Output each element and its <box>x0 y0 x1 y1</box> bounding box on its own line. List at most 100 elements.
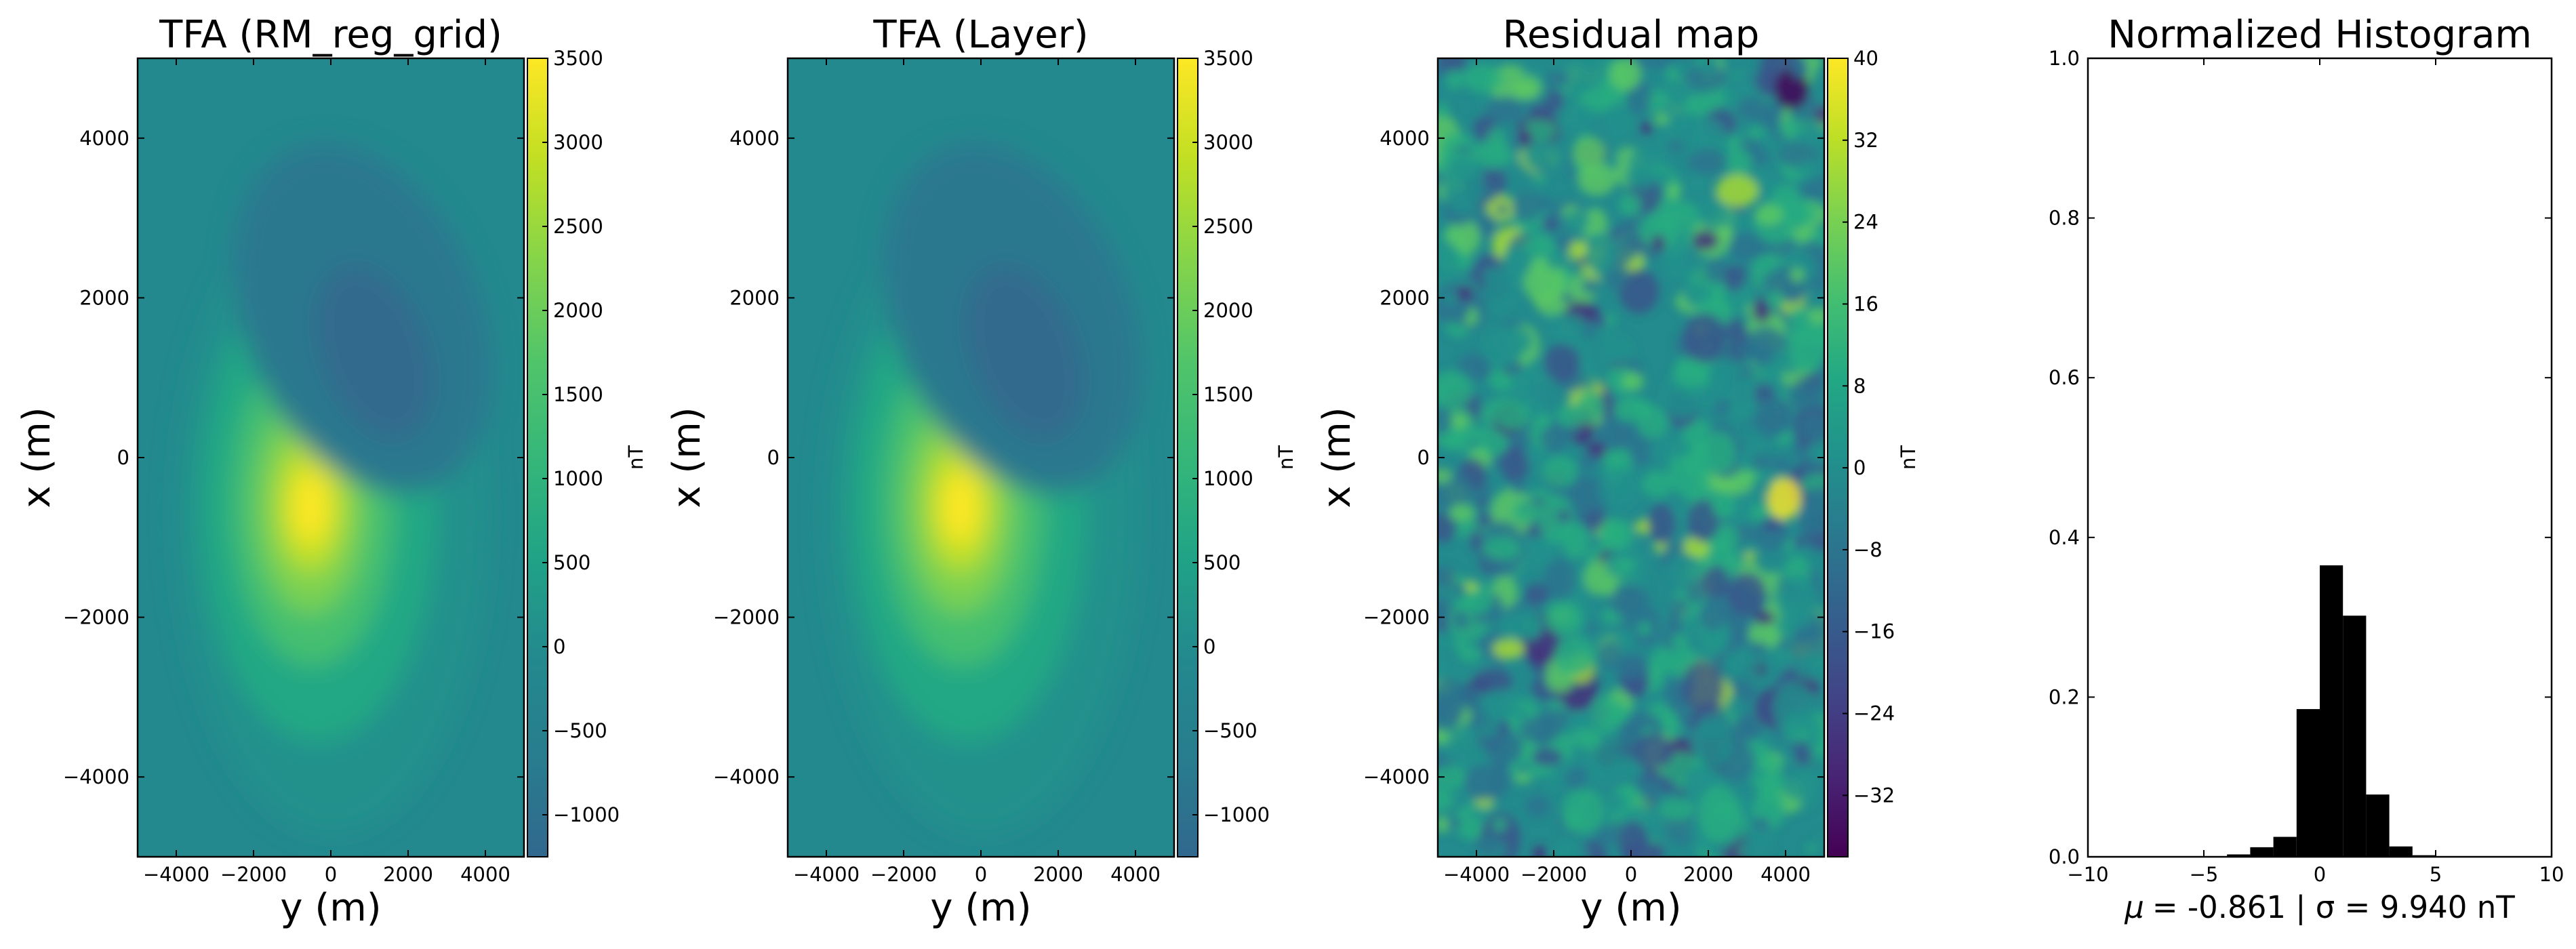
colorbar-tick-label: 2000 <box>553 299 603 322</box>
panel-1-ylabel: x (m) <box>15 407 59 508</box>
x-tick-label: −4000 <box>1443 863 1510 886</box>
panel-3-colorbar <box>1827 58 1849 857</box>
histogram-bars <box>2227 565 2436 857</box>
histogram-bar <box>2366 794 2390 857</box>
colorbar-tick-label: 3500 <box>1203 47 1253 70</box>
histogram-bar <box>2273 836 2297 857</box>
colorbar-tick-label: 24 <box>1853 211 1878 234</box>
x-tick-label: −2000 <box>1521 863 1587 886</box>
panel-1-xlabel: y (m) <box>280 886 381 930</box>
panel-2-colorbar <box>1177 58 1199 857</box>
y-tick-label: 2000 <box>79 286 129 309</box>
panel-2-map <box>788 58 1174 857</box>
y-tick-label: 1.0 <box>2049 47 2080 70</box>
x-tick-label: 0 <box>975 863 987 886</box>
y-tick-label: 0 <box>1417 446 1430 469</box>
x-tick-label: 0 <box>2314 863 2326 886</box>
colorbar-tick-label: −500 <box>553 719 607 742</box>
colorbar-tick-label: 3500 <box>553 47 603 70</box>
panel-tfa-layer: TFA (Layer) −4000 −2000 0 2000 4000 −4000 −20… <box>665 13 1297 930</box>
x-tick-label: 4000 <box>1760 863 1811 886</box>
histogram-stats-text: = -0.861 | σ = 9.940 nT <box>2152 889 2515 925</box>
panel-1-y-ticks: −4000 −2000 0 2000 4000 <box>63 127 524 788</box>
colorbar-tick-label: 1500 <box>1203 383 1253 406</box>
y-tick-label: 4000 <box>729 127 780 150</box>
y-tick-label: 4000 <box>79 127 129 150</box>
colorbar-tick-label: 2500 <box>553 215 603 238</box>
y-tick-label: −4000 <box>713 765 780 788</box>
panel-1-title: TFA (RM_reg_grid) <box>159 13 502 57</box>
colorbar-tick-label: 1000 <box>1203 467 1253 490</box>
colorbar-tick-label: 0 <box>1203 635 1215 658</box>
y-tick-label: −4000 <box>63 765 129 788</box>
x-tick-label: 2000 <box>1683 863 1733 886</box>
colorbar-tick-label: −1000 <box>553 803 620 826</box>
mu-symbol: μ <box>2124 889 2144 925</box>
panel-3-xlabel: y (m) <box>1580 886 1681 930</box>
x-tick-label: −2000 <box>220 863 287 886</box>
panel-3-y-ticks: −4000 −2000 0 2000 4000 <box>1363 127 1824 788</box>
panel-4-y-ticks: 0.0 0.2 0.4 0.6 0.8 1.0 <box>2049 47 2552 868</box>
colorbar-tick-label: 16 <box>1853 292 1878 315</box>
panel-1-map <box>138 58 524 857</box>
y-tick-label: −2000 <box>63 606 129 629</box>
panel-1-colorbar-unit: nT <box>624 445 647 470</box>
y-tick-label: 0 <box>767 446 780 469</box>
colorbar-tick-label: 3000 <box>1203 131 1253 154</box>
y-tick-label: 0.4 <box>2049 526 2080 549</box>
x-tick-label: −4000 <box>143 863 209 886</box>
y-tick-label: −2000 <box>713 606 780 629</box>
panel-normalized-histogram: Normalized Histogram −10 −5 0 5 10 0.0 0.2 0.4… <box>2049 13 2564 925</box>
y-tick-label: 0.8 <box>2049 207 2080 230</box>
histogram-bar <box>2389 846 2413 857</box>
panel-3-ylabel: x (m) <box>1315 407 1359 508</box>
colorbar-tick-label: −1000 <box>1203 803 1270 826</box>
panel-4-title: Normalized Histogram <box>2108 13 2532 57</box>
histogram-bar <box>2343 615 2367 857</box>
colorbar-tick-label: −8 <box>1853 538 1883 561</box>
panel-1-colorbar <box>527 58 548 857</box>
x-tick-label: 5 <box>2430 863 2442 886</box>
x-tick-label: 2000 <box>1033 863 1083 886</box>
colorbar-tick-label: 1500 <box>553 383 603 406</box>
colorbar-tick-label: 2500 <box>1203 215 1253 238</box>
histogram-bar <box>2320 565 2343 857</box>
colorbar-tick-label: −32 <box>1853 784 1895 807</box>
colorbar-tick-label: 500 <box>553 551 590 574</box>
x-tick-label: −5 <box>2190 863 2219 886</box>
x-tick-label: 4000 <box>460 863 510 886</box>
x-tick-label: 0 <box>1625 863 1637 886</box>
panel-3-colorbar-ticks: −32 −24 −16 −8 0 8 16 24 32 40 <box>1843 47 1895 807</box>
panel-2-y-ticks: −4000 −2000 0 2000 4000 <box>713 127 1174 788</box>
histogram-bar <box>2296 709 2320 857</box>
panel-tfa-rm-reg-grid: TFA (RM_reg_grid) −4000 −2000 0 2000 4000 −4… <box>15 13 647 930</box>
panel-2-colorbar-unit: nT <box>1274 445 1297 470</box>
colorbar-tick-label: 8 <box>1853 374 1866 397</box>
y-tick-label: 0 <box>117 446 129 469</box>
histogram-bar <box>2250 847 2274 857</box>
y-tick-label: 2000 <box>1380 286 1430 309</box>
y-tick-label: 0.0 <box>2049 845 2080 868</box>
colorbar-tick-label: 1000 <box>553 467 603 490</box>
x-tick-label: 4000 <box>1110 863 1161 886</box>
panel-3-x-ticks: −4000 −2000 0 2000 4000 <box>1443 58 1811 886</box>
panel-2-xlabel: y (m) <box>930 886 1031 930</box>
panel-2-title: TFA (Layer) <box>872 13 1088 57</box>
panel-3-colorbar-unit: nT <box>1897 445 1920 470</box>
colorbar-tick-label: 0 <box>553 635 565 658</box>
x-tick-label: 0 <box>325 863 337 886</box>
colorbar-tick-label: 32 <box>1853 129 1878 152</box>
colorbar-tick-label: 40 <box>1853 47 1878 70</box>
x-tick-label: −10 <box>2067 863 2108 886</box>
y-tick-label: 0.6 <box>2049 366 2080 389</box>
panel-1-colorbar-ticks: −1000 −500 0 500 1000 1500 2000 2500 3000 3500 <box>542 47 620 826</box>
panel-2-colorbar-ticks: −1000 −500 0 500 1000 1500 2000 2500 3000 3500 <box>1192 47 1270 826</box>
histogram-stats: μ = -0.861 | σ = 9.940 nT <box>2124 889 2515 925</box>
panel-2-ylabel: x (m) <box>665 407 709 508</box>
y-tick-label: 0.2 <box>2049 685 2080 708</box>
colorbar-tick-label: 3000 <box>553 131 603 154</box>
colorbar-tick-label: 500 <box>1203 551 1241 574</box>
panel-residual-map: Residual map −4000 −2000 0 2000 4000 −4000−2… <box>1315 13 1920 930</box>
x-tick-label: 2000 <box>383 863 433 886</box>
